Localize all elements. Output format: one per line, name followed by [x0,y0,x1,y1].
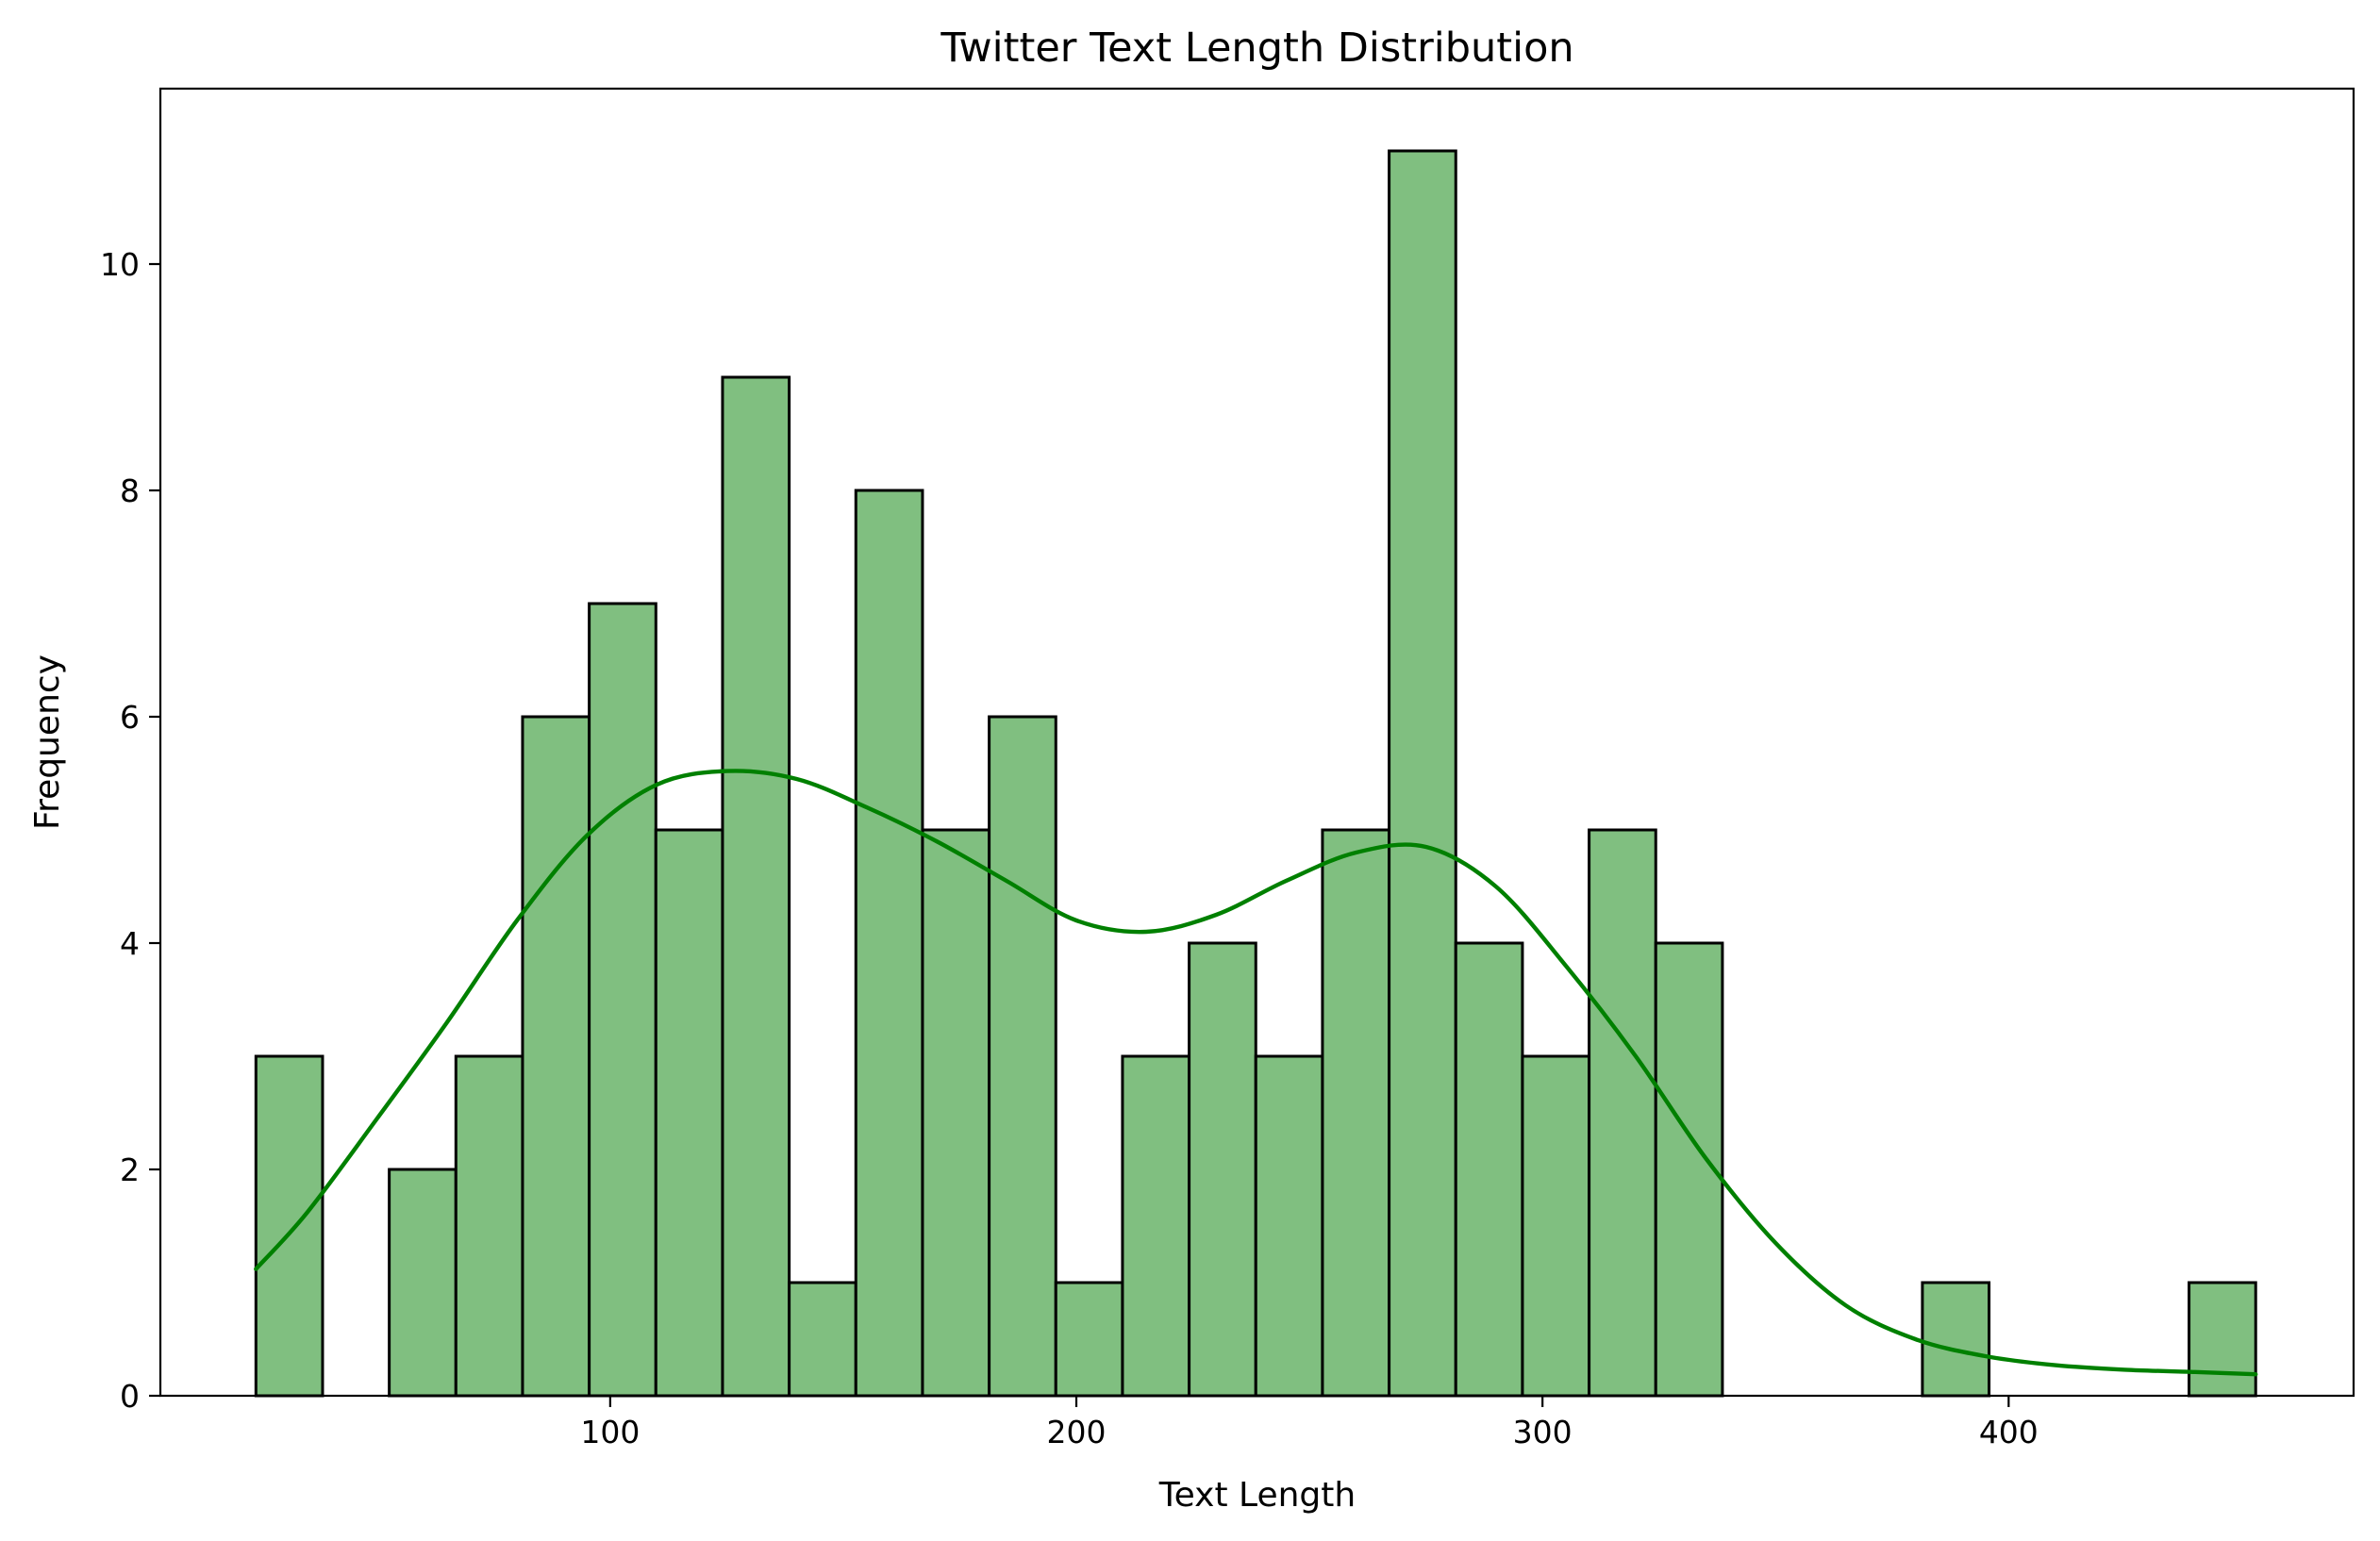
histogram-bar [1521,1054,1591,1398]
histogram-bar [788,1281,857,1398]
y-tick-label: 6 [120,699,140,736]
plot-frame [158,87,2355,1398]
chart-title: Twitter Text Length Distribution [940,25,1573,72]
x-tick-label: 400 [1979,1414,2039,1450]
kde-curve-layer [254,769,2258,1377]
histogram-bar [1188,941,1257,1398]
histogram-bar [1321,828,1391,1398]
histogram-bar [588,602,657,1398]
y-tick-label: 8 [120,472,140,509]
histogram-bar [988,715,1057,1398]
histogram-bar [1454,941,1524,1398]
histogram-bar [1921,1281,1991,1398]
x-axis-ticks: 100 200 300 400 [580,1396,2039,1450]
histogram-bar [388,1168,458,1398]
y-axis-label: Frequency [28,655,67,830]
histogram-bar [1254,1054,1324,1398]
y-tick-label: 4 [120,925,140,962]
histogram-bars [254,149,2257,1398]
y-tick-label: 0 [120,1378,140,1415]
histogram-bar [1121,1054,1191,1398]
x-tick-label: 300 [1513,1414,1573,1450]
histogram-bar [1654,941,1724,1398]
histogram-bar [1054,1281,1124,1398]
histogram-bar [921,828,991,1398]
y-axis-ticks: 0 2 4 6 8 10 [100,246,160,1415]
histogram-bar [2188,1281,2257,1398]
histogram-bar [654,828,724,1398]
x-tick-label: 200 [1047,1414,1107,1450]
histogram-bar [854,489,924,1398]
histogram-bar [254,1054,325,1398]
histogram-bar [521,715,591,1398]
histogram-bar [1588,828,1657,1398]
histogram-bar [1388,149,1457,1398]
kde-line [254,769,2258,1377]
histogram-bar [721,375,791,1398]
x-tick-label: 100 [580,1414,640,1450]
histogram-bar [454,1054,524,1398]
y-tick-label: 2 [120,1152,140,1188]
x-axis-label: Text Length [1158,1476,1356,1515]
y-tick-label: 10 [100,246,140,283]
